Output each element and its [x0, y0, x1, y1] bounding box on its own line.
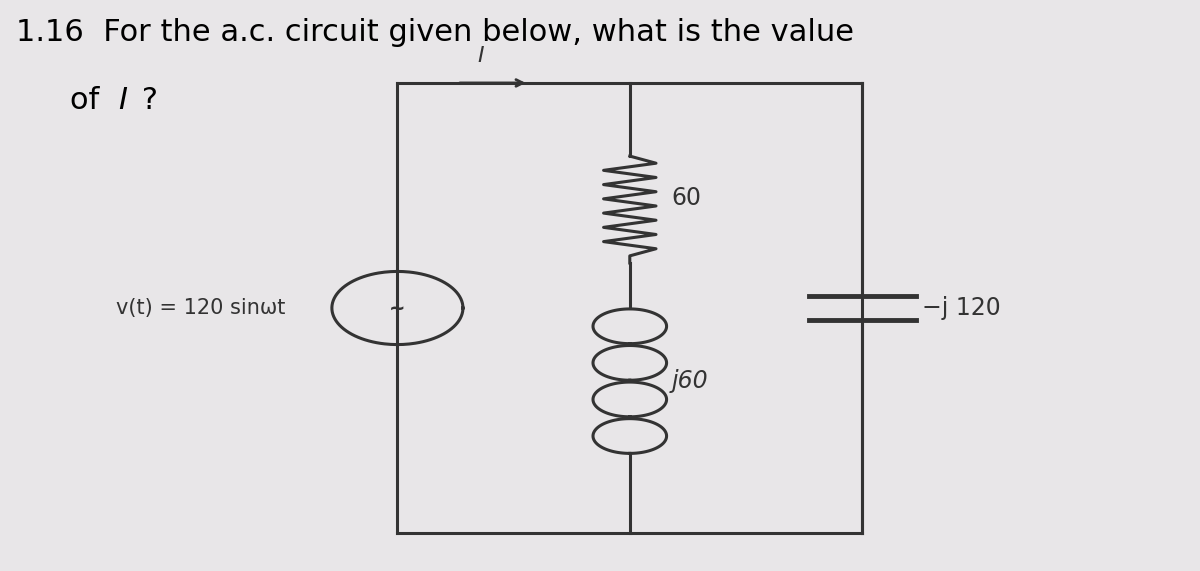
Text: 60: 60 [672, 186, 702, 210]
Text: v(t) = 120 sinωt: v(t) = 120 sinωt [116, 298, 286, 318]
Text: I: I [119, 86, 127, 115]
Text: 1.16  For the a.c. circuit given below, what is the value: 1.16 For the a.c. circuit given below, w… [16, 18, 854, 47]
Text: ?: ? [132, 86, 157, 115]
Text: −j 120: −j 120 [922, 296, 1001, 320]
Text: I: I [478, 46, 484, 66]
Text: ~: ~ [389, 299, 406, 317]
Text: j60: j60 [672, 369, 708, 393]
Text: of: of [70, 86, 109, 115]
